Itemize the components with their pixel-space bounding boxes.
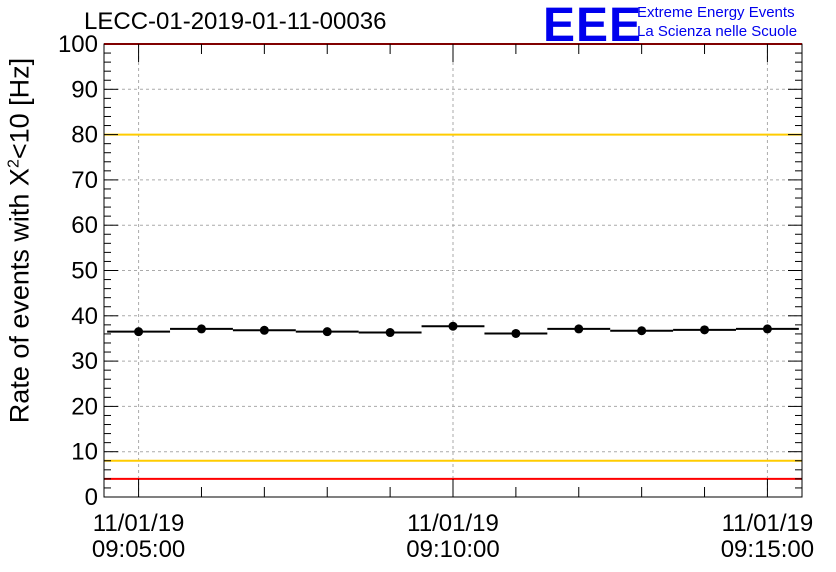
y-tick-label: 40 [71, 303, 98, 330]
x-tick-label-date: 11/01/19 [722, 510, 814, 537]
x-tick-label-time: 09:15:00 [721, 536, 814, 563]
data-point [762, 324, 772, 334]
y-tick-label: 20 [71, 393, 98, 420]
y-tick-label: 60 [71, 212, 98, 239]
y-tick-label: 50 [71, 258, 98, 285]
data-point [322, 327, 332, 337]
y-tick-label: 80 [71, 122, 98, 149]
data-point [574, 324, 584, 334]
data-point [637, 326, 647, 336]
y-tick-label: 90 [71, 76, 98, 103]
y-tick-label: 10 [71, 439, 98, 466]
x-tick-label-date: 11/01/19 [407, 510, 499, 537]
y-tick-label: 0 [85, 484, 98, 511]
data-point [196, 324, 206, 334]
x-tick-label-time: 09:10:00 [406, 536, 499, 563]
data-point [700, 325, 710, 335]
data-point [134, 327, 144, 337]
data-point [385, 328, 395, 338]
logo-line-1: Extreme Energy Events [637, 4, 795, 21]
data-point [259, 325, 269, 335]
data-point [511, 328, 521, 338]
x-tick-label-date: 11/01/19 [93, 510, 185, 537]
data-point [448, 321, 458, 331]
y-tick-label: 100 [58, 31, 98, 58]
chart-title: LECC-01-2019-01-11-00036 [84, 8, 387, 35]
y-tick-label: 30 [71, 348, 98, 375]
logo-caption: Extreme Energy Events La Scienza nelle S… [637, 3, 797, 41]
x-tick-label-time: 09:05:00 [92, 536, 185, 563]
logo-line-2: La Scienza nelle Scuole [637, 23, 798, 40]
y-tick-label: 70 [71, 167, 98, 194]
